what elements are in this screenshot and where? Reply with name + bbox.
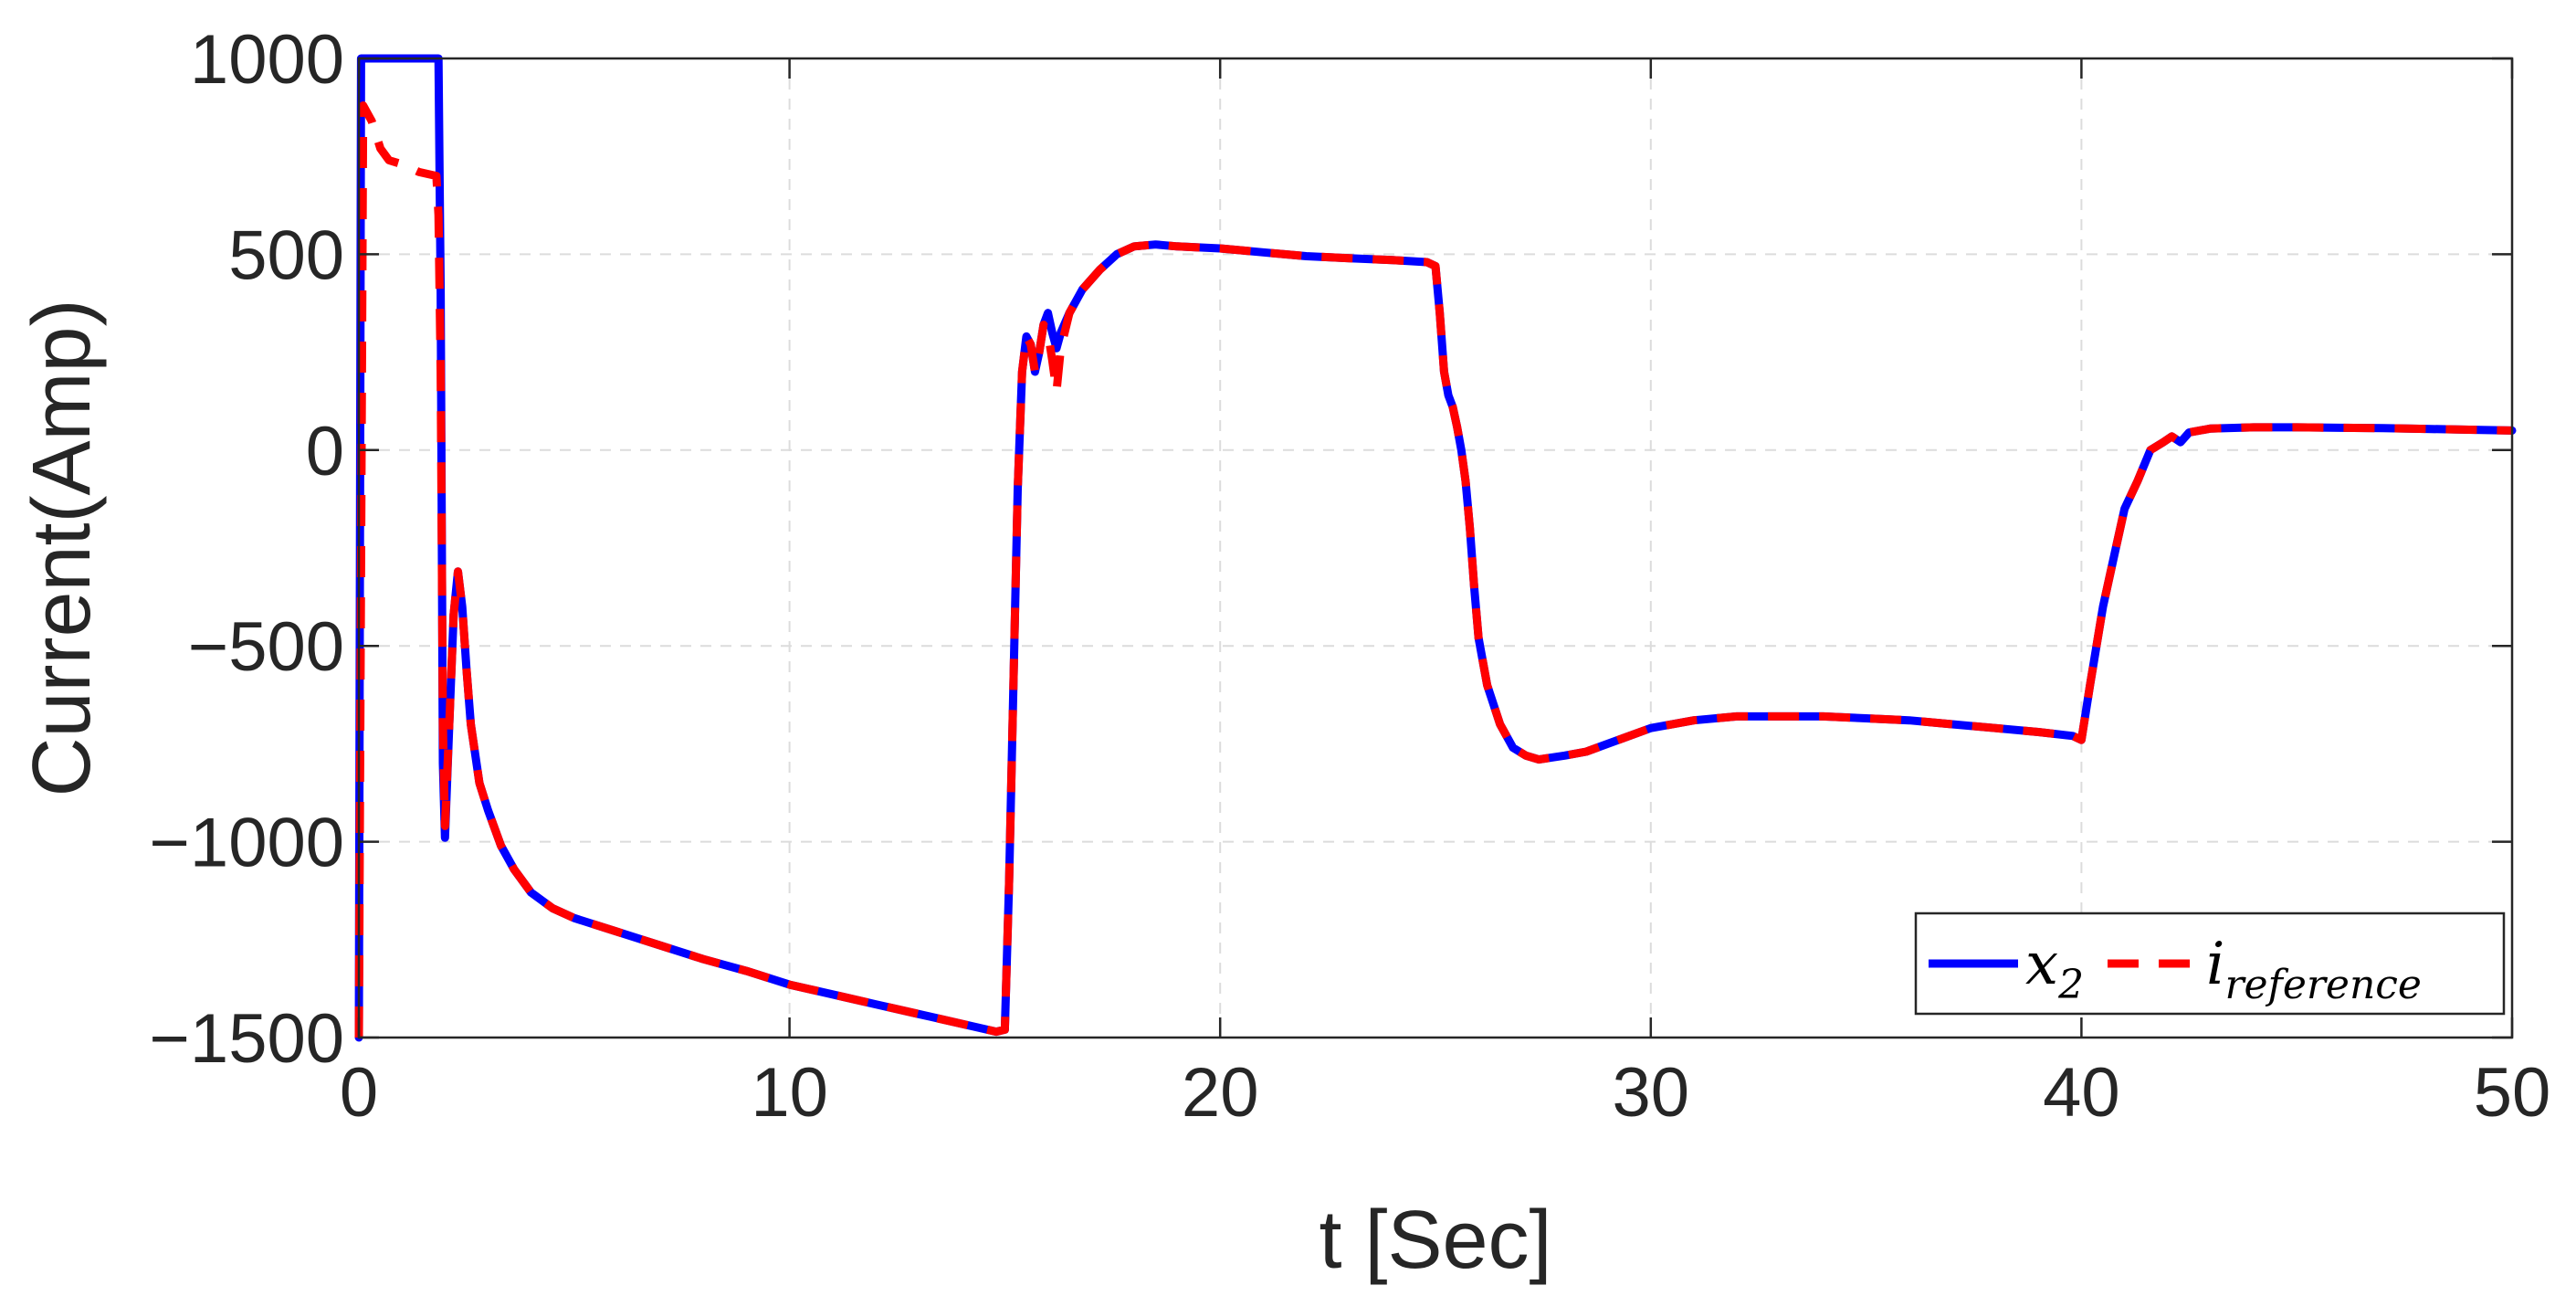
plot-frame (357, 57, 2514, 1039)
y-axis-title: Current(Amp) (16, 299, 108, 796)
legend-box (1914, 911, 2506, 1016)
legend-label-x2: x2 (2025, 931, 2084, 1008)
x-tick-label: 30 (1613, 1054, 1690, 1132)
y-tick-label: −500 (188, 608, 344, 686)
x-tick-label: 10 (751, 1054, 828, 1132)
series-layer (354, 54, 2517, 1042)
x-tick-label: 0 (340, 1054, 378, 1132)
x-tick-label: 20 (1182, 1054, 1259, 1132)
legend: x2 ireference (1914, 911, 2506, 1016)
legend-label-i-reference: ireference (2206, 931, 2422, 1008)
x-axis-title: t [Sec] (1319, 1195, 1551, 1286)
y-tick-label: −1000 (150, 805, 344, 882)
axes-ticks: 0 10 20 30 40 50 −1500 −1000 −500 0 500 1000 (150, 21, 2551, 1132)
x-tick-label: 50 (2474, 1054, 2551, 1132)
y-tick-label: 1000 (190, 21, 344, 99)
y-tick-label: 0 (306, 413, 344, 490)
x-tick-label: 40 (2043, 1054, 2120, 1132)
y-tick-label: −1500 (150, 1000, 344, 1078)
series-line-i-reference (354, 101, 2513, 1038)
y-tick-label: 500 (228, 216, 344, 294)
plot-background (359, 58, 2512, 1038)
